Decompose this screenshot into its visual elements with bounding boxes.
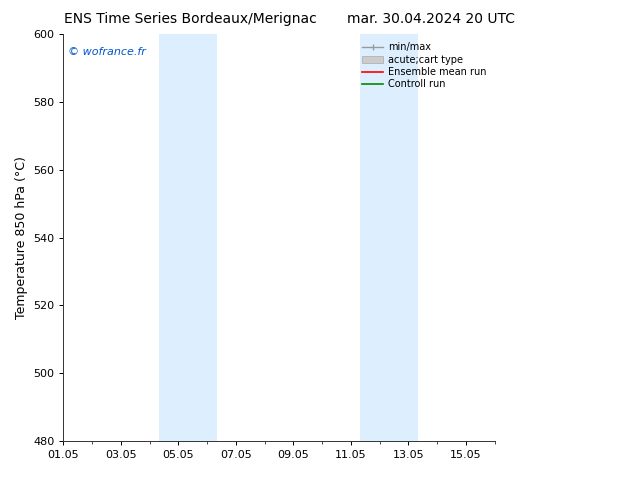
Bar <box>360 34 418 441</box>
Y-axis label: Temperature 850 hPa (°C): Temperature 850 hPa (°C) <box>15 156 27 319</box>
Text: mar. 30.04.2024 20 UTC: mar. 30.04.2024 20 UTC <box>347 12 515 26</box>
Text: ENS Time Series Bordeaux/Merignac: ENS Time Series Bordeaux/Merignac <box>64 12 316 26</box>
Text: © wofrance.fr: © wofrance.fr <box>68 47 146 56</box>
Legend: min/max, acute;cart type, Ensemble mean run, Controll run: min/max, acute;cart type, Ensemble mean … <box>359 39 489 92</box>
Bar <box>159 34 217 441</box>
